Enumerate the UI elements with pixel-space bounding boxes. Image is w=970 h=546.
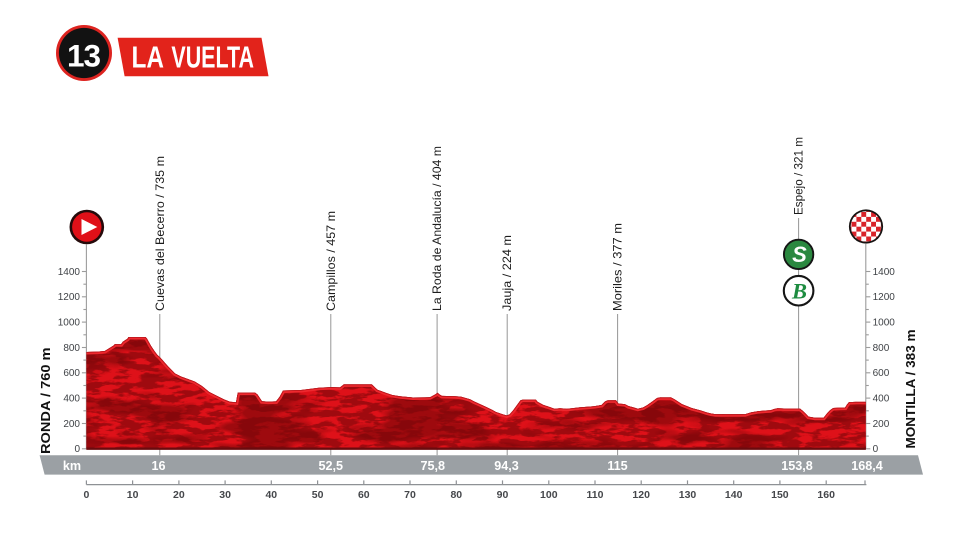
svg-text:Jauja / 224 m: Jauja / 224 m <box>500 235 514 311</box>
svg-text:140: 140 <box>725 489 743 501</box>
svg-text:160: 160 <box>817 489 835 501</box>
svg-text:20: 20 <box>173 489 185 501</box>
svg-text:52,5: 52,5 <box>319 459 344 473</box>
svg-text:130: 130 <box>679 489 697 501</box>
svg-text:400: 400 <box>63 394 80 405</box>
svg-text:10: 10 <box>127 489 139 501</box>
svg-text:100: 100 <box>540 489 558 501</box>
svg-text:800: 800 <box>873 343 890 354</box>
svg-text:LA: LA <box>132 40 165 74</box>
svg-text:115: 115 <box>607 459 627 473</box>
svg-text:153,8: 153,8 <box>781 459 813 473</box>
svg-text:1000: 1000 <box>58 318 81 329</box>
svg-text:200: 200 <box>63 419 80 430</box>
svg-text:Espejo / 321 m: Espejo / 321 m <box>792 137 806 215</box>
svg-text:RONDA / 760 m: RONDA / 760 m <box>38 348 53 455</box>
svg-text:1000: 1000 <box>873 318 896 329</box>
svg-text:90: 90 <box>497 489 509 501</box>
svg-text:150: 150 <box>771 489 789 501</box>
svg-text:40: 40 <box>265 489 277 501</box>
svg-text:60: 60 <box>358 489 370 501</box>
svg-text:0: 0 <box>873 444 879 455</box>
svg-text:75,8: 75,8 <box>421 459 446 473</box>
svg-text:13: 13 <box>67 38 101 74</box>
svg-text:0: 0 <box>74 444 80 455</box>
svg-text:VUELTA: VUELTA <box>171 40 254 74</box>
svg-text:94,3: 94,3 <box>494 459 519 473</box>
svg-text:70: 70 <box>404 489 416 501</box>
svg-text:Cuevas del Becerro / 735 m: Cuevas del Becerro / 735 m <box>153 156 167 311</box>
svg-text:50: 50 <box>312 489 324 501</box>
svg-text:1400: 1400 <box>873 267 896 278</box>
svg-text:1200: 1200 <box>873 292 896 303</box>
svg-text:200: 200 <box>873 419 890 430</box>
svg-text:600: 600 <box>63 368 80 379</box>
svg-text:1200: 1200 <box>58 292 81 303</box>
svg-text:S: S <box>792 242 807 267</box>
svg-text:168,4: 168,4 <box>851 459 883 473</box>
svg-text:km: km <box>63 459 81 473</box>
svg-text:Moriles / 377 m: Moriles / 377 m <box>611 223 625 311</box>
svg-text:800: 800 <box>63 343 80 354</box>
svg-text:1400: 1400 <box>58 267 81 278</box>
svg-text:110: 110 <box>587 489 604 501</box>
svg-text:MONTILLA / 383 m: MONTILLA / 383 m <box>903 330 918 449</box>
svg-text:30: 30 <box>219 489 231 501</box>
svg-text:0: 0 <box>83 489 89 501</box>
svg-text:La Roda de Andalucía / 404 m: La Roda de Andalucía / 404 m <box>430 146 444 311</box>
svg-text:16: 16 <box>151 459 165 473</box>
svg-text:400: 400 <box>873 394 890 405</box>
svg-text:80: 80 <box>450 489 462 501</box>
svg-text:600: 600 <box>873 368 890 379</box>
svg-text:120: 120 <box>632 489 650 501</box>
svg-text:Campillos / 457 m: Campillos / 457 m <box>324 211 338 311</box>
svg-text:B: B <box>791 278 807 303</box>
